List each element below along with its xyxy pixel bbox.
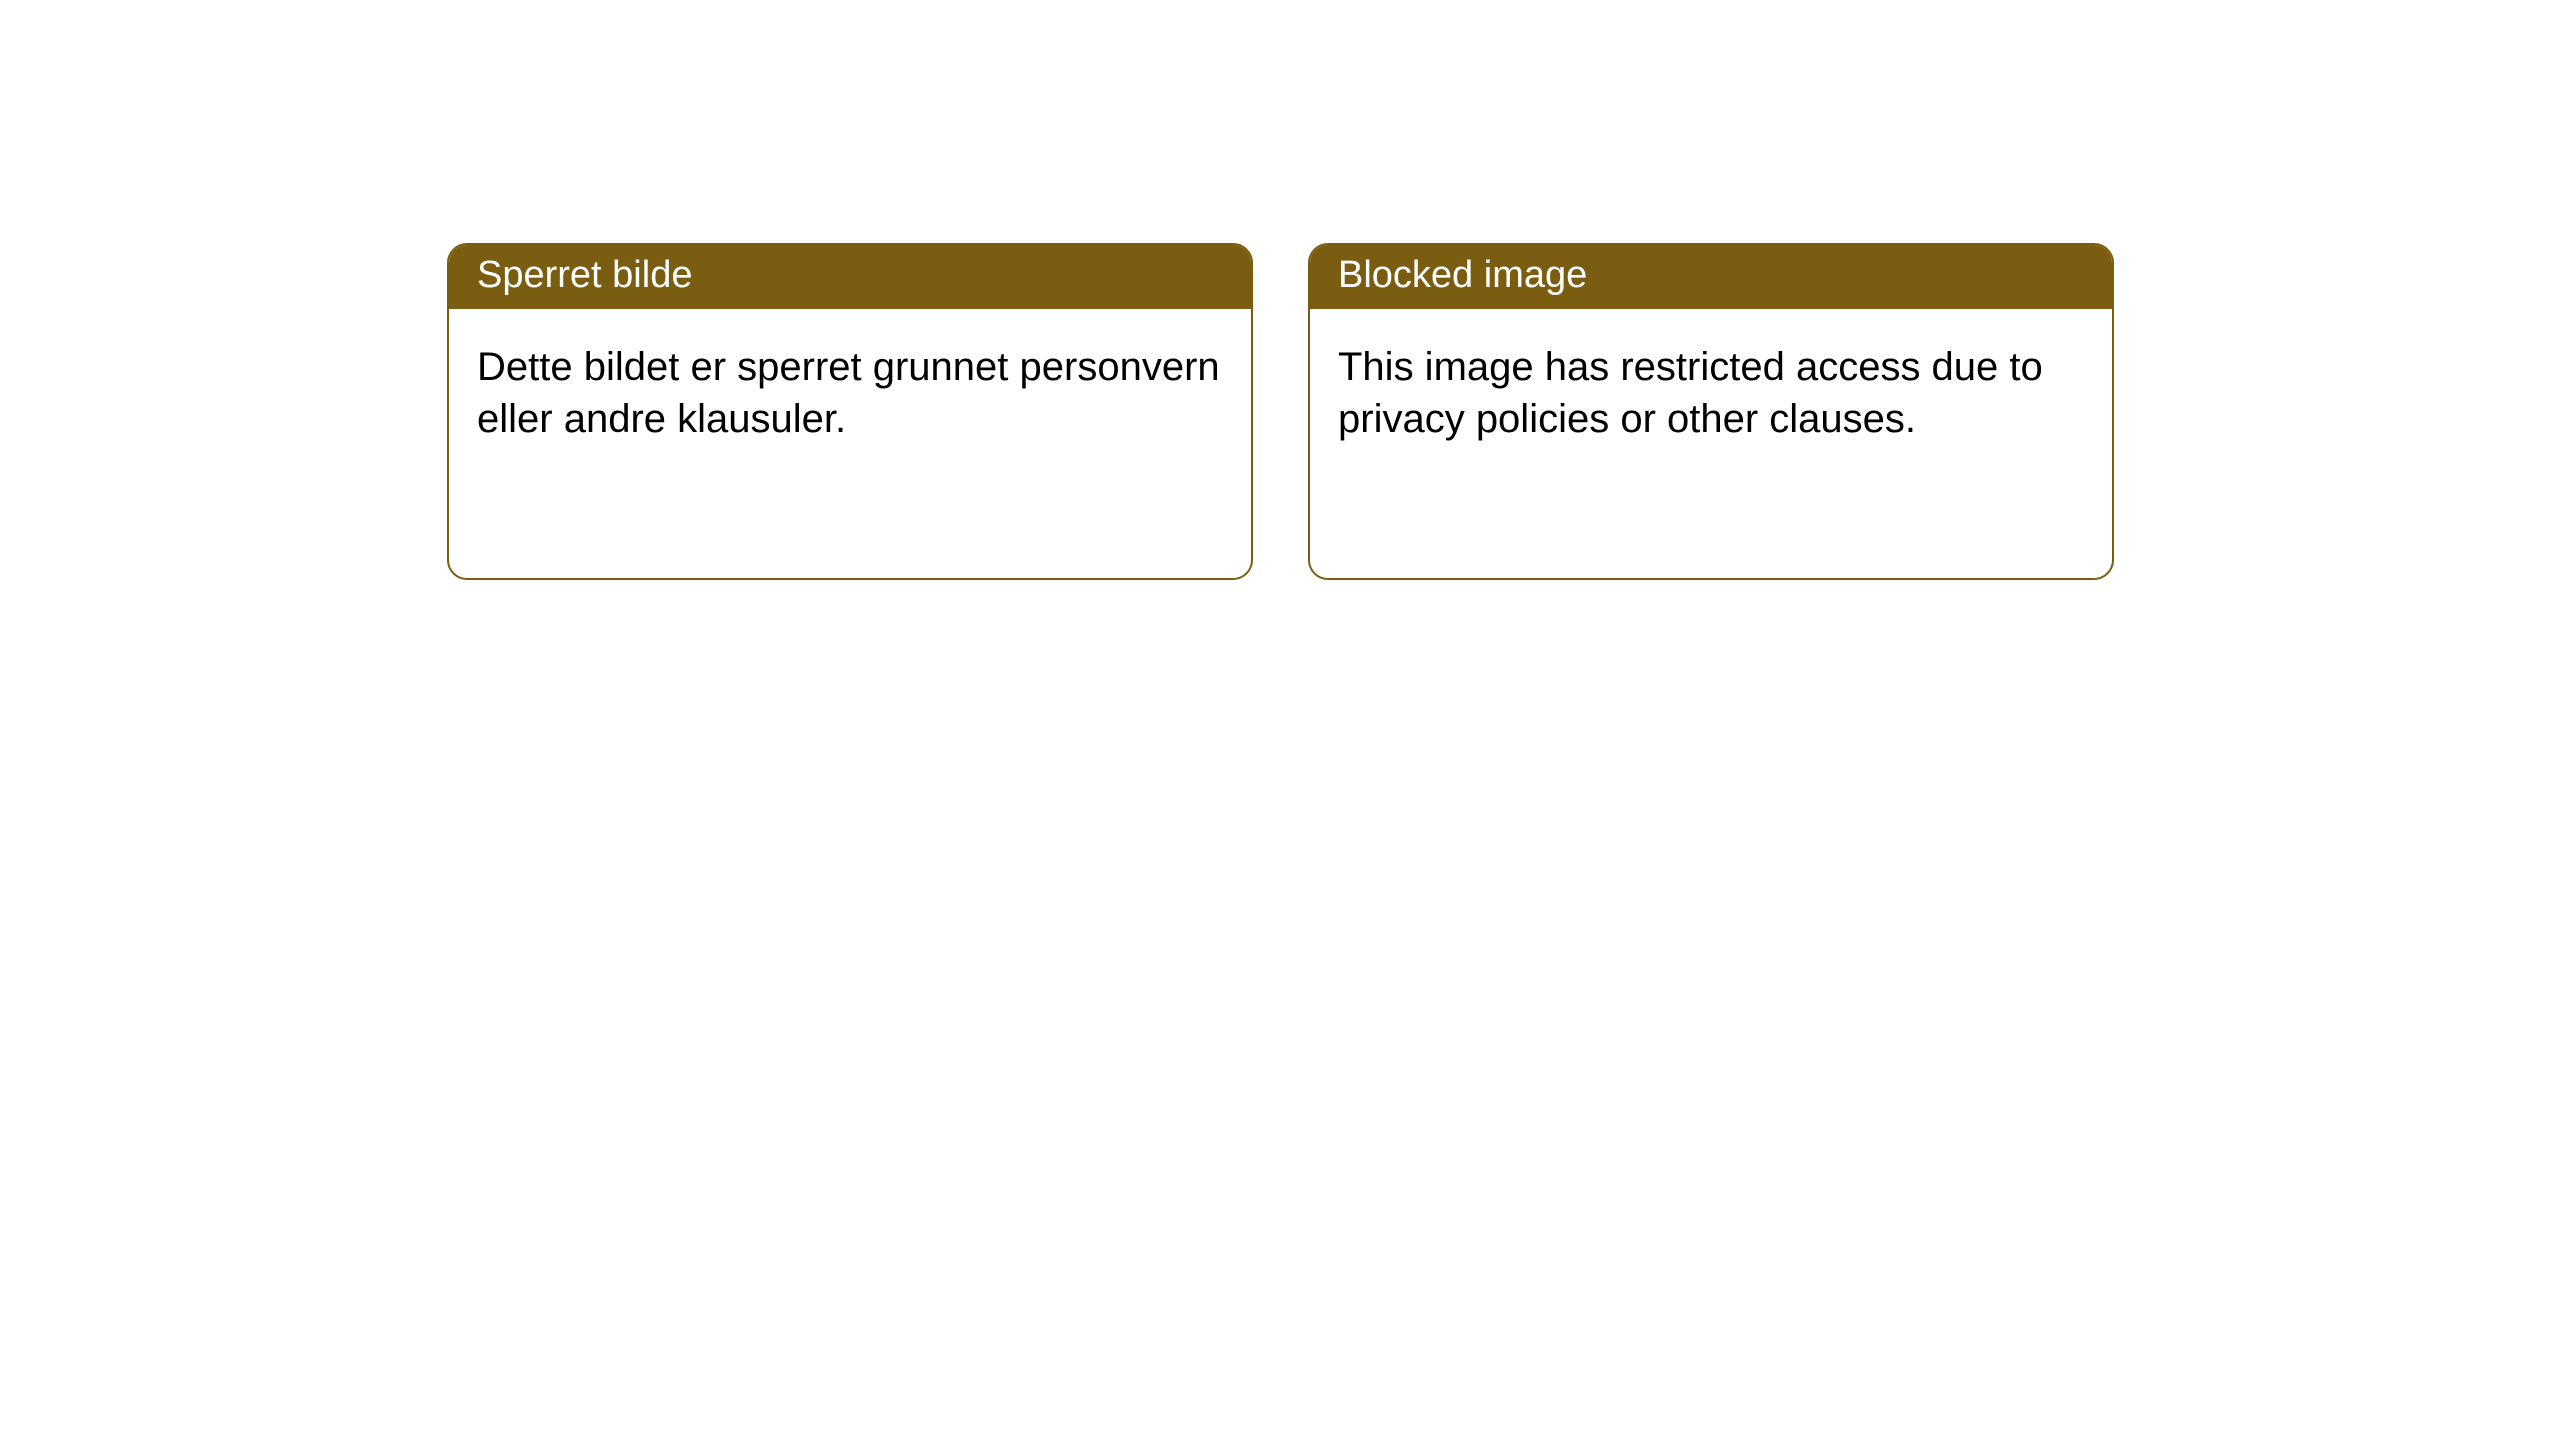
notice-card-norwegian: Sperret bilde Dette bildet er sperret gr… xyxy=(447,243,1253,580)
notice-card-english: Blocked image This image has restricted … xyxy=(1308,243,2114,580)
notice-cards-container: Sperret bilde Dette bildet er sperret gr… xyxy=(0,0,2560,580)
card-header: Sperret bilde xyxy=(449,245,1251,309)
card-body: Dette bildet er sperret grunnet personve… xyxy=(449,309,1251,477)
card-body: This image has restricted access due to … xyxy=(1310,309,2112,477)
card-header: Blocked image xyxy=(1310,245,2112,309)
